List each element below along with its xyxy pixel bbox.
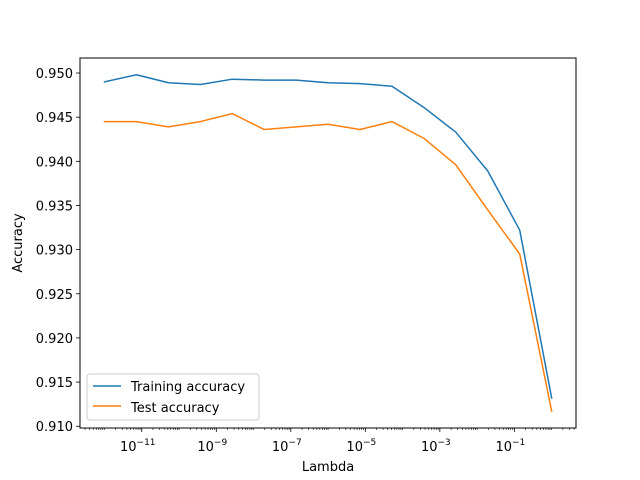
legend-label-training: Training accuracy: [130, 380, 245, 395]
series-lines: [103, 74, 553, 413]
y-tick-label: 0.945: [36, 111, 73, 126]
y-tick-label: 0.940: [36, 155, 73, 170]
y-axis-label: Accuracy: [11, 213, 26, 273]
y-tick-label: 0.930: [36, 244, 73, 259]
training-accuracy-line: [103, 74, 553, 399]
y-tick-label: 0.910: [36, 420, 73, 435]
test-accuracy-line: [103, 112, 553, 413]
axis-ticks: 0.910 0.915 0.920 0.925 0.930 0.935 0.940 0.945…: [36, 67, 575, 455]
axes-frame: [79, 57, 577, 429]
y-tick-label: 0.925: [36, 288, 73, 303]
x-axis-label: Lambda: [302, 460, 354, 475]
y-tick-label: 0.915: [36, 376, 73, 391]
y-tick-label: 0.950: [36, 67, 73, 82]
legend-label-test: Test accuracy: [130, 401, 220, 416]
y-tick-label: 0.935: [36, 199, 73, 214]
y-tick-label: 0.920: [36, 332, 73, 347]
legend: Training accuracy Test accuracy: [86, 373, 260, 421]
legend-box: [86, 373, 260, 421]
